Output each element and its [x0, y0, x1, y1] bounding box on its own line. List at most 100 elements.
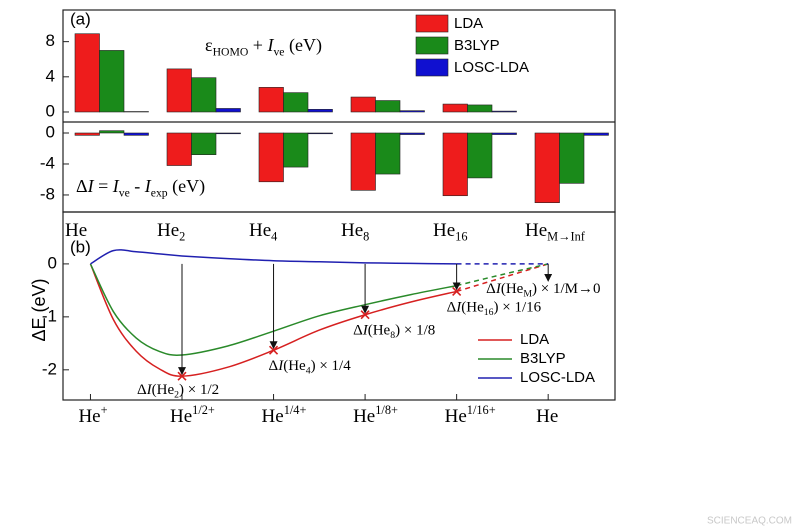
- bar: [442, 132, 468, 197]
- annotation: ΔI(He2) × 1/2: [137, 383, 219, 401]
- bar: [399, 132, 425, 135]
- text-part: I: [455, 300, 462, 316]
- bar: [123, 132, 149, 136]
- watermark: SCIENCEAQ.COM: [707, 516, 792, 527]
- text-part: 16: [484, 307, 494, 318]
- panel-b-frame: [62, 211, 616, 401]
- bar: [99, 130, 125, 134]
- legend-label: LOSC-LDA: [520, 369, 595, 386]
- text-part: (He: [461, 300, 484, 316]
- text-part: He: [341, 220, 363, 241]
- text-part: (eV): [168, 176, 205, 197]
- x-tick-label: He8: [341, 220, 369, 243]
- bar: [467, 104, 493, 113]
- text-part: I: [277, 359, 284, 375]
- text-part: +: [101, 403, 108, 417]
- text-part: ) × 1/8: [395, 323, 435, 339]
- x-tick-label: He1/4+: [262, 403, 307, 428]
- x-tick-label: He1/16+: [445, 403, 496, 428]
- text-part: 2: [174, 390, 179, 401]
- text-part: 1/8+: [375, 403, 398, 417]
- text-part: He: [262, 406, 284, 427]
- bar: [559, 132, 585, 184]
- x-tick-label: He1/2+: [170, 403, 215, 428]
- bar: [375, 132, 401, 175]
- bar: [74, 33, 100, 113]
- line: [456, 263, 549, 287]
- text-part: +: [248, 35, 267, 55]
- text-part: He: [353, 406, 375, 427]
- text-part: 2: [179, 230, 185, 244]
- legend-label: LOSC-LDA: [454, 59, 529, 76]
- text-part: He: [536, 406, 558, 427]
- y-tick-label: 8: [46, 31, 55, 50]
- y-tick-label: 0: [46, 122, 55, 141]
- text-part: (He: [152, 383, 175, 399]
- text-part: I: [87, 176, 95, 196]
- text-part: 4: [306, 366, 311, 377]
- bar: [191, 132, 217, 155]
- bar: [442, 103, 468, 113]
- x-tick-label: He4: [249, 220, 277, 243]
- text-part: -: [130, 176, 145, 196]
- x-tick-label: He: [65, 220, 87, 241]
- text-part: (He: [368, 323, 391, 339]
- y-tick-label: -1: [42, 306, 57, 325]
- text-part: Δ: [269, 359, 279, 375]
- legend-label: B3LYP: [454, 37, 500, 54]
- text-part: 8: [363, 230, 369, 244]
- x-tick-label: HeM→Inf: [525, 220, 586, 243]
- bar: [307, 109, 333, 113]
- bar: [534, 132, 560, 204]
- y-tick-label: 0: [46, 101, 55, 120]
- bar: [215, 108, 241, 113]
- bar: [99, 50, 125, 113]
- text-part: ) × 1/4: [311, 359, 352, 375]
- legend-label: B3LYP: [520, 350, 566, 367]
- point-marker: [452, 286, 462, 297]
- text-part: He: [157, 220, 179, 241]
- line: [89, 263, 457, 356]
- text-part: (He: [501, 281, 524, 297]
- text-part: He: [65, 220, 87, 241]
- legend-swatch: [415, 36, 449, 55]
- text-part: He: [249, 220, 271, 241]
- text-part: ) × 1/16: [494, 300, 542, 316]
- text-part: 1/16+: [467, 403, 496, 417]
- text-part: HOMO: [213, 45, 249, 58]
- text-part: Δ: [486, 281, 496, 297]
- text-part: ) × 1/2: [179, 383, 219, 399]
- point-marker: [268, 345, 279, 355]
- line: [89, 263, 457, 377]
- y-tick-label: -2: [42, 359, 57, 378]
- text-part: He: [445, 406, 467, 427]
- bar: [307, 132, 333, 135]
- text-part: exp: [151, 186, 168, 199]
- text-part: 8: [390, 330, 395, 341]
- annotation: ΔI(He16) × 1/16: [447, 300, 542, 318]
- bar: [191, 77, 217, 113]
- y-axis-label: ΔE (eV): [29, 278, 49, 341]
- text-part: M→Inf: [547, 230, 586, 244]
- text-part: ) × 1/M→0: [532, 281, 600, 297]
- legend-label: LDA: [454, 15, 483, 32]
- x-tick-label: He1/8+: [353, 403, 398, 428]
- text-part: ε: [205, 35, 213, 55]
- panel-label: (a): [70, 9, 91, 28]
- text-part: 1/2+: [192, 403, 215, 417]
- bar: [467, 132, 493, 179]
- y-tick-label: -4: [40, 153, 55, 172]
- bar: [350, 132, 376, 191]
- point-marker: [177, 371, 187, 381]
- text-part: M: [523, 289, 532, 300]
- annotation: ΔI(HeM) × 1/M→0: [486, 281, 600, 299]
- panel-label: (b): [70, 237, 91, 256]
- annotation: ΔI = Ive - Iexp (eV): [76, 176, 205, 199]
- text-part: (He: [283, 359, 306, 375]
- text-part: I: [495, 281, 502, 297]
- text-part: 4: [271, 230, 277, 244]
- x-tick-label: He2: [157, 220, 185, 243]
- bar: [258, 87, 284, 113]
- legend-label: LDA: [520, 331, 549, 348]
